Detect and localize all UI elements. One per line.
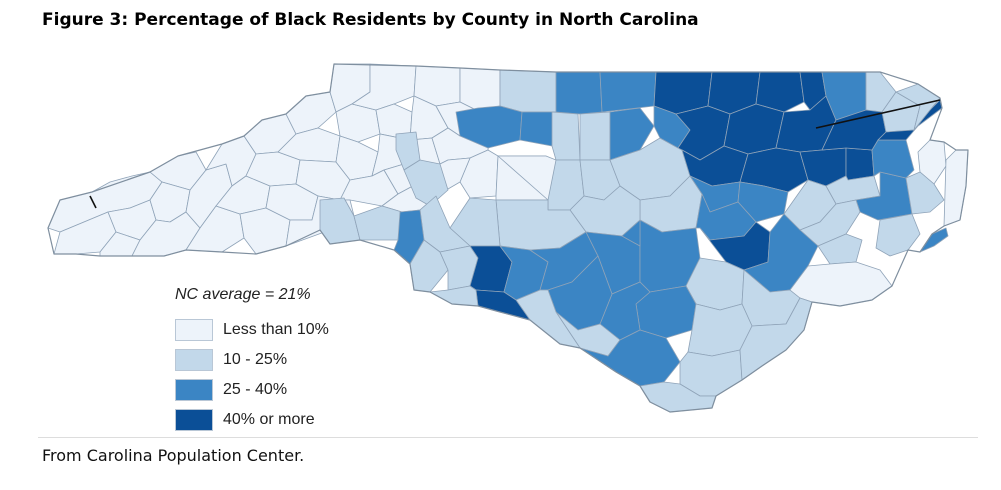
county-47 xyxy=(579,111,611,161)
legend-item-40plus: 40% or more xyxy=(175,406,395,434)
county-16 xyxy=(285,91,337,135)
map-legend: NC average = 21% Less than 10% 10 - 25% … xyxy=(175,286,395,436)
annotation-line-northeast xyxy=(815,99,941,129)
county-37 xyxy=(319,197,361,245)
legend-swatch-25-40 xyxy=(175,379,213,401)
county-42 xyxy=(555,71,603,115)
county-43 xyxy=(599,71,657,113)
legend-swatch-40plus xyxy=(175,409,213,431)
county-106 xyxy=(679,349,743,397)
state-border xyxy=(47,63,969,413)
legend-item-lt10: Less than 10% xyxy=(175,316,395,344)
legend-swatch-10-25 xyxy=(175,349,213,371)
county-45 xyxy=(519,111,557,147)
county-38 xyxy=(353,205,403,241)
county-113 xyxy=(875,213,921,257)
county-84 xyxy=(871,139,915,179)
county-41 xyxy=(499,69,557,113)
source-note: From Carolina Population Center. xyxy=(42,446,305,465)
legend-label-40plus: 40% or more xyxy=(223,411,315,428)
legend-title: NC average = 21% xyxy=(175,286,311,303)
legend-label-lt10: Less than 10% xyxy=(223,321,329,338)
state-outline xyxy=(47,63,969,413)
county-66 xyxy=(621,219,641,247)
legend-label-25-40: 25 - 40% xyxy=(223,381,288,398)
legend-item-25-40: 25 - 40% xyxy=(175,376,395,404)
legend-label-10-25: 10 - 25% xyxy=(223,351,288,368)
figure-title: Figure 3: Percentage of Black Residents … xyxy=(42,10,699,30)
county-46 xyxy=(551,111,581,161)
county-115 xyxy=(905,171,945,215)
legend-item-10-25: 10 - 25% xyxy=(175,346,395,374)
county-78 xyxy=(845,147,875,181)
county-112 xyxy=(919,227,949,253)
legend-swatch-lt10 xyxy=(175,319,213,341)
county-48 xyxy=(609,107,655,161)
county-94 xyxy=(817,233,863,265)
county-29 xyxy=(459,67,501,111)
annotation-line-west xyxy=(89,195,97,209)
footer-divider xyxy=(38,437,978,438)
county-114 xyxy=(943,149,969,227)
